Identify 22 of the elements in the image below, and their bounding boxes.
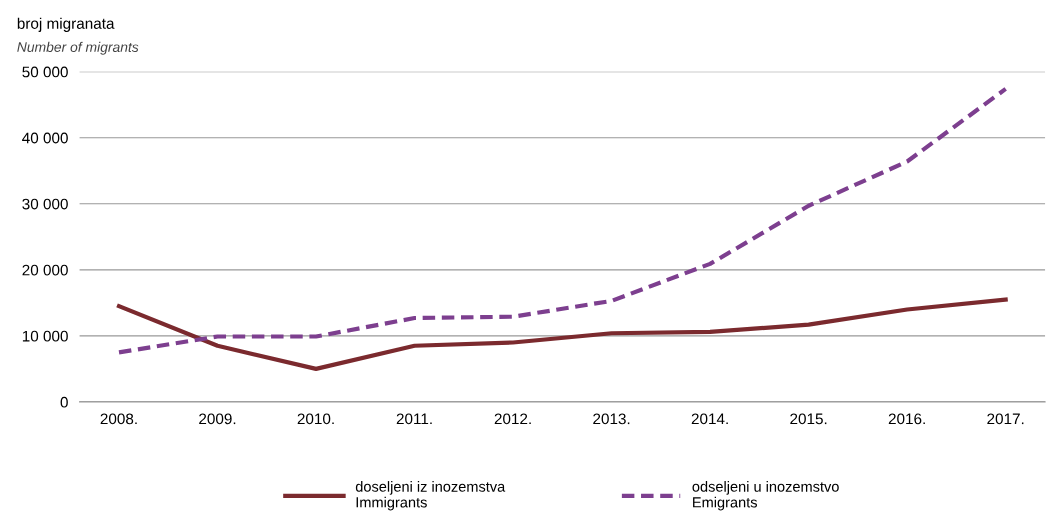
x-tick-label: 2009. — [199, 413, 236, 425]
x-tick-label: 2015. — [790, 413, 827, 425]
y-tick-label: 10 000 — [22, 330, 68, 342]
x-tick-label: 2011. — [396, 413, 432, 425]
y-tick-label: 20 000 — [22, 264, 68, 276]
line-series — [116, 297, 1008, 371]
chart-title: broj migranata — [17, 17, 115, 32]
y-tick-label: 40 000 — [22, 132, 68, 144]
x-tick-label: 2016. — [888, 413, 925, 425]
line-series — [116, 86, 1008, 355]
legend-label: doseljeni iz inozemstva Immigrants — [355, 481, 506, 511]
legend-label: odseljeni u inozemstvo Emigrants — [692, 481, 839, 511]
x-tick-label: 2017. — [987, 413, 1024, 425]
chart-subtitle: Number of migrants — [17, 41, 139, 55]
y-tick-label: 30 000 — [22, 198, 68, 210]
y-tick-label: 50 000 — [22, 66, 68, 78]
x-tick-label: 2013. — [593, 413, 630, 425]
x-tick-label: 2008. — [100, 413, 137, 425]
x-tick-label: 2010. — [297, 413, 334, 425]
x-tick-label: 2014. — [691, 413, 728, 425]
y-tick-label: 0 — [60, 396, 68, 408]
x-tick-label: 2012. — [494, 413, 531, 425]
